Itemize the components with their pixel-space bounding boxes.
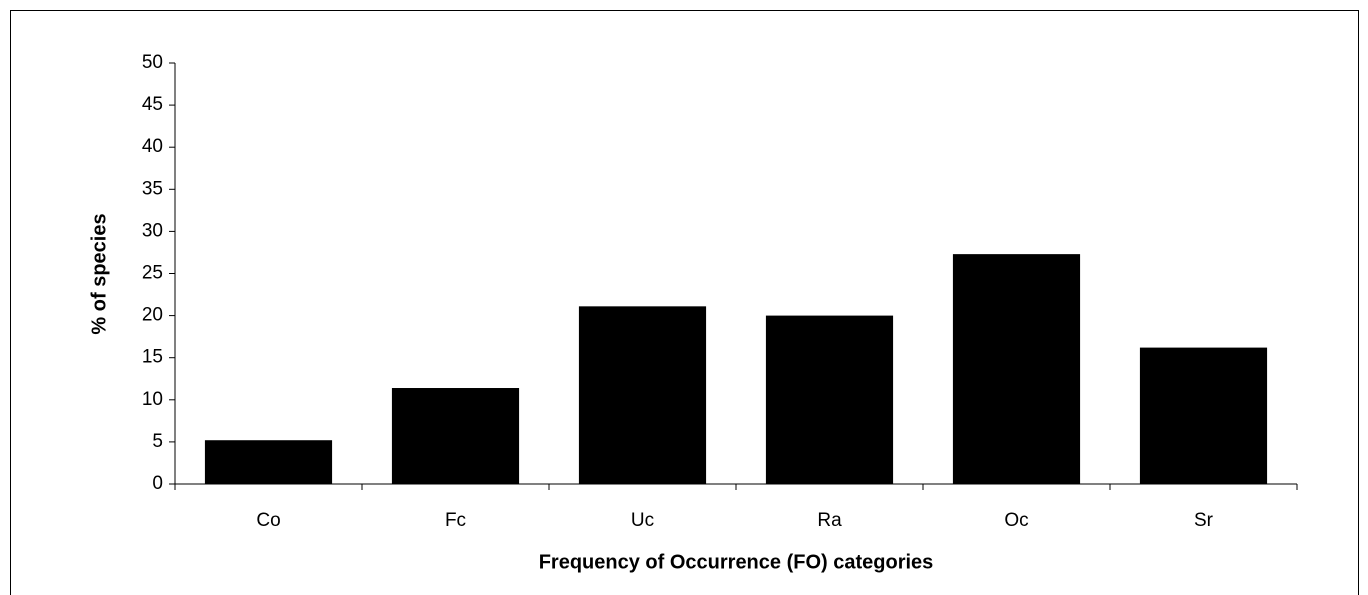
x-tick-label: Co: [256, 510, 280, 531]
bar: [952, 254, 1081, 484]
x-tick-label: Ra: [817, 510, 842, 531]
x-tick-label: Fc: [445, 510, 466, 531]
bar: [204, 440, 333, 484]
bar: [1139, 347, 1268, 484]
chart-frame: [10, 10, 1359, 595]
y-tick-label: 15: [142, 347, 163, 368]
x-tick-label: Sr: [1194, 510, 1214, 531]
bar: [578, 306, 707, 484]
y-tick-label: 35: [142, 178, 163, 199]
y-axis-title: % of species: [88, 213, 110, 334]
y-tick-label: 25: [142, 263, 163, 284]
bar: [391, 388, 520, 484]
y-tick-label: 50: [142, 52, 163, 73]
y-tick-label: 45: [142, 94, 163, 115]
y-tick-label: 10: [142, 389, 163, 410]
x-tick-label: Uc: [631, 510, 654, 531]
y-tick-label: 30: [142, 220, 163, 241]
x-tick-label: Oc: [1004, 510, 1028, 531]
bar: [765, 315, 894, 484]
x-axis-title: Frequency of Occurrence (FO) categories: [539, 551, 934, 573]
y-tick-label: 40: [142, 136, 163, 157]
y-tick-label: 5: [152, 431, 163, 452]
y-tick-label: 0: [152, 473, 163, 494]
y-tick-label: 20: [142, 305, 163, 326]
